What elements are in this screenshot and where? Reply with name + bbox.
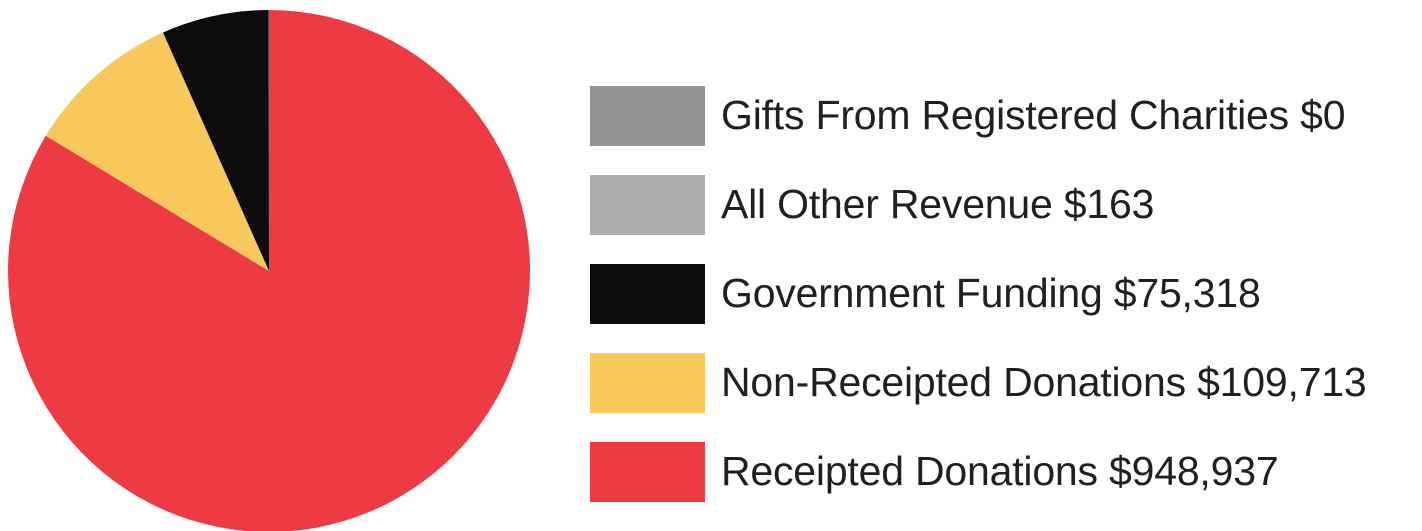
legend-label: Non-Receipted Donations $109,713 [721,359,1367,405]
legend-swatch [590,85,705,146]
pie-slice-receipted-donations [8,10,530,531]
pie-slice-non-receipted-donations [45,32,269,271]
legend-item-government-funding: Government Funding $75,318 [590,262,1367,325]
legend-swatch [590,441,705,502]
legend-label: Gifts From Registered Charities $0 [721,92,1346,138]
pie-chart [8,9,530,531]
legend-label: All Other Revenue $163 [721,181,1155,227]
legend-swatch [590,174,705,235]
legend-item-non-receipted-donations: Non-Receipted Donations $109,713 [590,351,1367,414]
legend-item-all-other-revenue: All Other Revenue $163 [590,173,1367,236]
legend-swatch [590,263,705,324]
legend-swatch [590,352,705,413]
pie-slice-government-funding [163,10,269,271]
legend-label: Receipted Donations $948,937 [721,448,1279,494]
legend-label: Government Funding $75,318 [721,270,1261,316]
legend-item-receipted-donations: Receipted Donations $948,937 [590,440,1367,503]
chart-legend: Gifts From Registered Charities $0 All O… [590,84,1367,503]
legend-item-gifts-from-registered-charities: Gifts From Registered Charities $0 [590,84,1367,147]
